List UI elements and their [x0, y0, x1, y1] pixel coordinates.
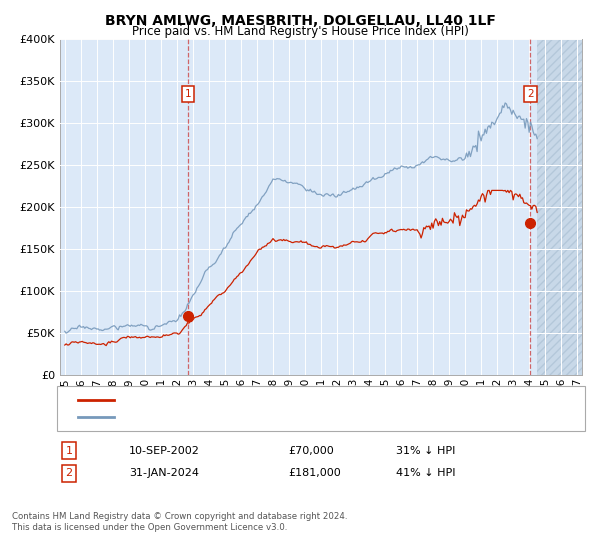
Text: Contains HM Land Registry data © Crown copyright and database right 2024.
This d: Contains HM Land Registry data © Crown c… — [12, 512, 347, 532]
Text: HPI: Average price, detached house, Gwynedd: HPI: Average price, detached house, Gwyn… — [120, 412, 362, 422]
Text: 10-SEP-2002: 10-SEP-2002 — [129, 446, 200, 456]
Text: £70,000: £70,000 — [288, 446, 334, 456]
Text: BRYN AMLWG, MAESBRITH, DOLGELLAU, LL40 1LF: BRYN AMLWG, MAESBRITH, DOLGELLAU, LL40 1… — [104, 14, 496, 28]
Text: 2: 2 — [65, 468, 73, 478]
Text: 31-JAN-2024: 31-JAN-2024 — [129, 468, 199, 478]
Text: £181,000: £181,000 — [288, 468, 341, 478]
Bar — [537, 39, 585, 375]
Text: 31% ↓ HPI: 31% ↓ HPI — [396, 446, 455, 456]
Text: 41% ↓ HPI: 41% ↓ HPI — [396, 468, 455, 478]
Text: Price paid vs. HM Land Registry's House Price Index (HPI): Price paid vs. HM Land Registry's House … — [131, 25, 469, 38]
Bar — [537, 39, 585, 375]
Text: 2: 2 — [527, 89, 534, 99]
Text: BRYN AMLWG, MAESBRITH, DOLGELLAU, LL40 1LF (detached house): BRYN AMLWG, MAESBRITH, DOLGELLAU, LL40 1… — [120, 395, 474, 405]
Text: 1: 1 — [185, 89, 191, 99]
Text: 1: 1 — [65, 446, 73, 456]
